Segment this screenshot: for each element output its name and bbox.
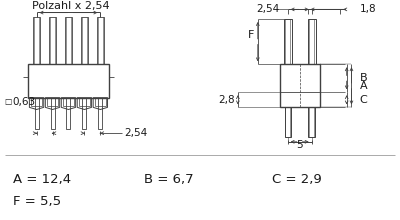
Text: 2,54: 2,54 bbox=[124, 128, 148, 138]
Text: F: F bbox=[248, 30, 255, 40]
Text: 1,8: 1,8 bbox=[360, 4, 376, 14]
Text: 2,54: 2,54 bbox=[256, 4, 279, 14]
Text: C: C bbox=[360, 95, 367, 105]
Text: A = 12,4: A = 12,4 bbox=[13, 173, 71, 186]
Text: □: □ bbox=[4, 97, 12, 106]
Text: 0,63: 0,63 bbox=[13, 97, 36, 107]
Text: C = 2,9: C = 2,9 bbox=[272, 173, 322, 186]
Text: 2,8: 2,8 bbox=[218, 95, 235, 105]
Text: B = 6,7: B = 6,7 bbox=[144, 173, 194, 186]
Text: 5: 5 bbox=[296, 140, 303, 150]
Text: F = 5,5: F = 5,5 bbox=[13, 194, 61, 207]
Text: A: A bbox=[360, 81, 367, 91]
Text: Polzahl x 2,54: Polzahl x 2,54 bbox=[32, 1, 109, 11]
Text: B: B bbox=[360, 73, 367, 83]
